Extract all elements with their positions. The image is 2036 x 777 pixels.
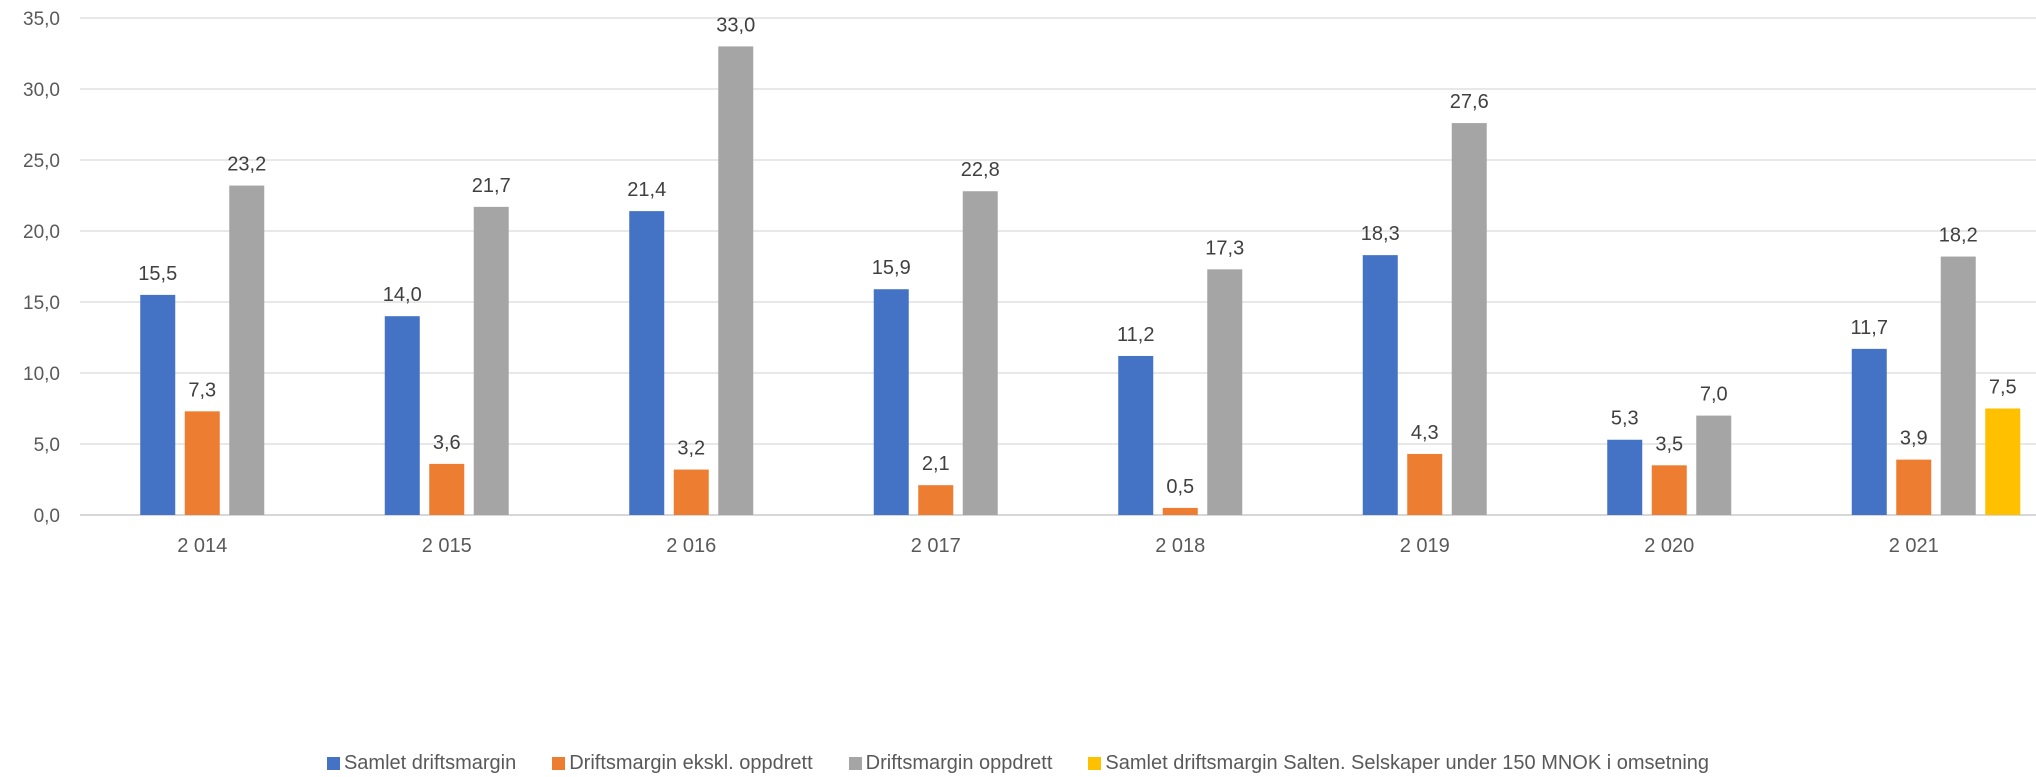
x-axis: 2 014 2 015 2 016 2 017 2 018 2 019 2 020 2 021 [177,535,1939,557]
legend: Samlet driftsmargin Driftsmargin ekskl. o… [0,752,2036,775]
bar [673,469,709,515]
y-tick-label: 30,0 [23,80,60,101]
data-label: 7,0 [1700,384,1728,406]
bar [1607,439,1643,515]
data-label: 21,4 [627,179,666,201]
legend-item: Driftsmargin oppdrett [848,752,1053,775]
bar [1162,507,1198,515]
bar [1407,453,1443,515]
x-tick-label: 2 019 [1400,535,1450,557]
legend-item: Samlet driftsmargin Salten. Selskaper un… [1088,752,1709,775]
legend-swatch [1088,757,1102,770]
bar [140,294,176,515]
data-label: 3,6 [433,432,461,454]
legend-item: Driftsmargin ekskl. oppdrett [552,752,813,775]
x-tick-label: 2 018 [1155,535,1205,557]
data-labels: 15,5 7,3 23,2 14,0 3,6 21,7 21,4 3,2 33,0 15,9 2,1… [138,14,2017,498]
y-tick-label: 25,0 [23,151,60,172]
y-axis-ticks: 0,0 5,0 10,0 15,0 20,0 25,0 30,0 35,0 [23,9,60,527]
legend-swatch [848,757,862,770]
data-label: 0,5 [1166,476,1194,498]
bar [1696,415,1732,515]
bar [918,485,954,515]
x-tick-label: 2 016 [666,535,716,557]
data-label: 21,7 [472,175,511,197]
y-tick-label: 5,0 [34,435,60,456]
bar [1362,255,1398,515]
bar [873,289,909,515]
y-tick-label: 15,0 [23,293,60,314]
legend-swatch [552,757,566,770]
legend-label: Samlet driftsmargin [343,752,517,774]
bar [718,46,754,516]
data-label: 18,2 [1939,225,1978,247]
bar [629,211,665,515]
y-tick-label: 10,0 [23,364,60,385]
bar [1651,465,1687,515]
legend-label: Driftsmargin ekskl. oppdrett [569,752,813,774]
bar [1851,348,1887,515]
legend-item: Samlet driftsmargin [326,752,517,775]
data-label: 7,5 [1989,377,2017,399]
data-label: 22,8 [961,159,1000,181]
data-label: 15,9 [872,257,911,279]
data-label: 3,5 [1655,433,1683,455]
y-tick-label: 35,0 [23,9,60,30]
bar [1118,355,1154,515]
data-label: 27,6 [1450,91,1489,113]
data-label: 18,3 [1361,223,1400,245]
legend-swatch [326,757,340,770]
bar-chart: 0,0 5,0 10,0 15,0 20,0 25,0 30,0 35,0 15,5 7,3 23… [23,9,2036,557]
data-label: 33,0 [716,14,755,36]
bar [1940,256,1976,515]
data-label: 11,2 [1117,324,1154,346]
data-label: 17,3 [1205,237,1244,259]
data-label: 7,3 [188,379,216,401]
bar [1896,459,1932,515]
bar [1985,408,2021,515]
data-label: 15,5 [138,263,177,285]
x-tick-label: 2 015 [422,535,472,557]
bar [384,316,420,515]
bar [184,411,220,515]
x-tick-label: 2 021 [1889,535,1939,557]
legend-label: Driftsmargin oppdrett [865,752,1053,774]
x-tick-label: 2 020 [1644,535,1694,557]
bar [229,185,265,515]
x-tick-label: 2 014 [177,535,227,557]
data-label: 14,0 [383,284,422,306]
bar [473,206,509,516]
bar [1207,269,1243,515]
data-label: 3,2 [677,438,705,460]
data-label: 23,2 [227,154,266,176]
data-label: 11,7 [1851,317,1888,339]
data-label: 5,3 [1611,408,1639,430]
bar [429,463,465,515]
data-label: 4,3 [1411,422,1439,444]
bar [962,191,998,516]
data-label: 3,9 [1900,428,1928,450]
legend-label: Samlet driftsmargin Salten. Selskaper un… [1105,752,1710,774]
x-tick-label: 2 017 [911,535,961,557]
bar [1451,123,1487,515]
bars [140,46,2021,516]
gridlines [80,17,2036,516]
y-tick-label: 20,0 [23,222,60,243]
data-label: 2,1 [922,453,950,475]
y-tick-label: 0,0 [34,506,60,527]
